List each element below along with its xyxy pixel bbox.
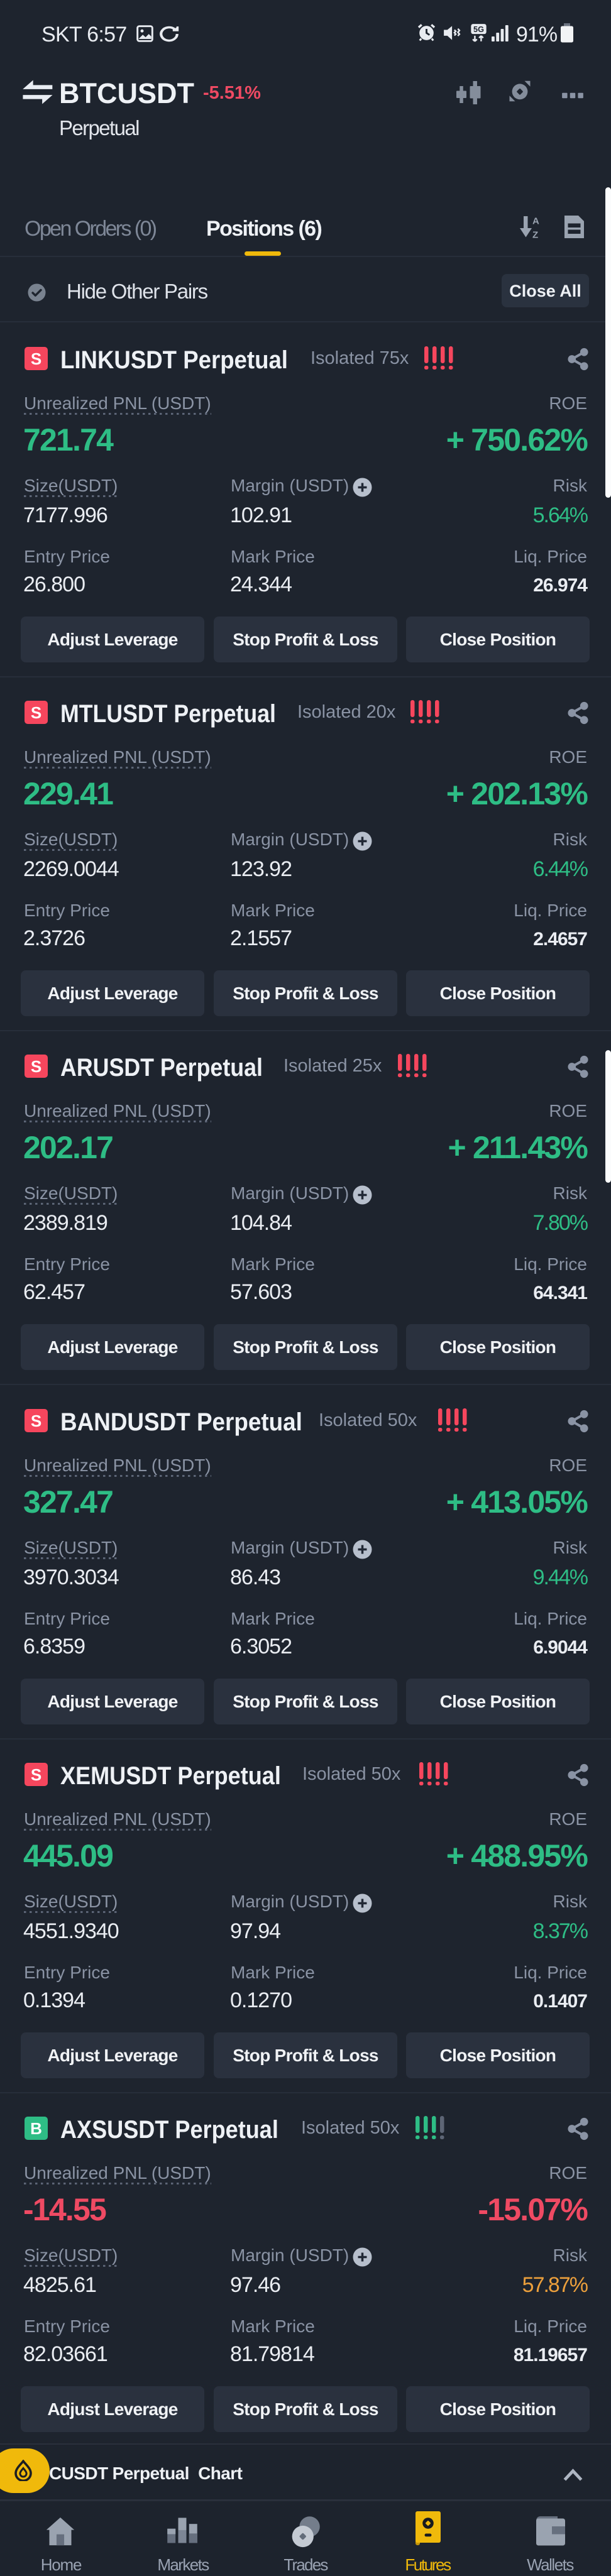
svg-text:Z: Z	[532, 230, 538, 239]
svg-text:5G: 5G	[473, 25, 484, 34]
svg-text:A: A	[532, 216, 539, 227]
